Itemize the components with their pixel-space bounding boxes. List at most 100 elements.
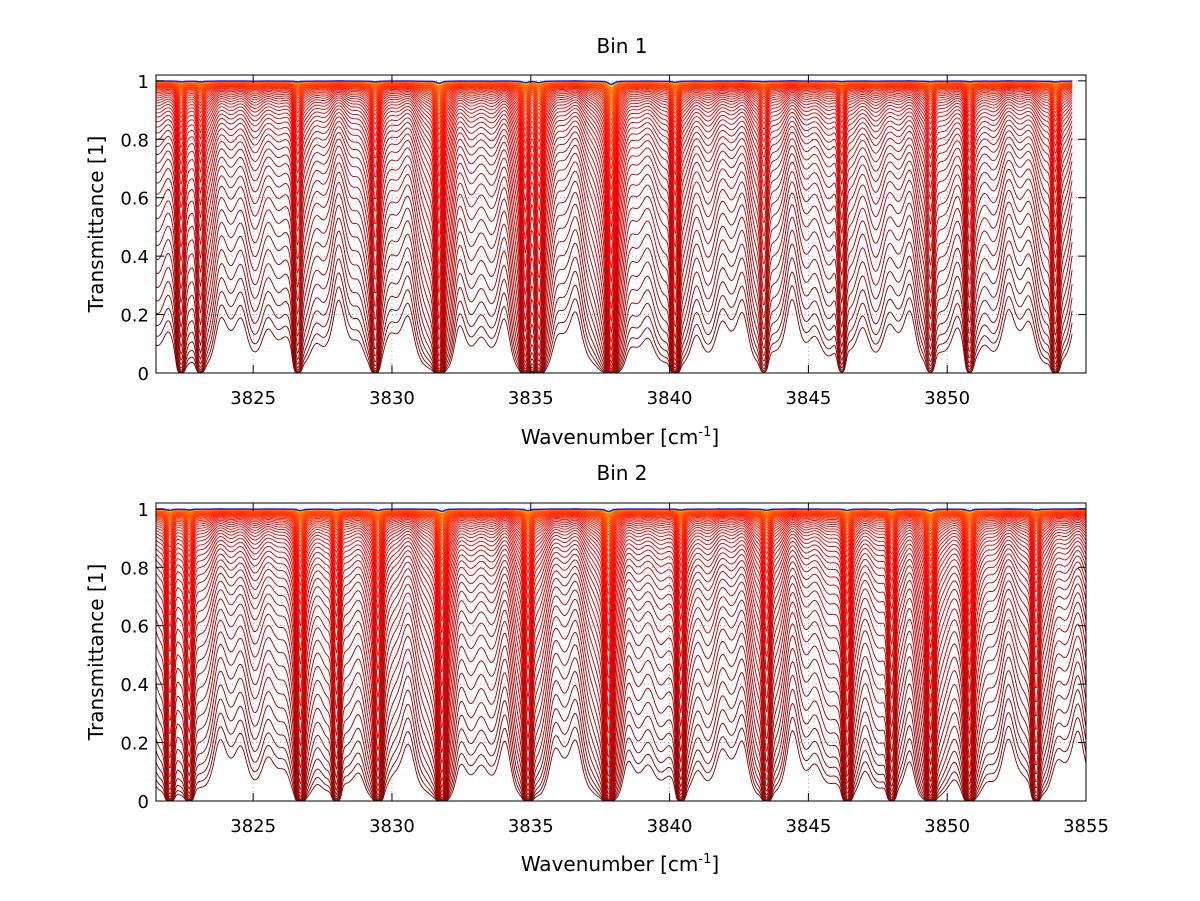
x-tick-label: 3845 (785, 388, 831, 409)
series-group (155, 80, 1073, 374)
series-line (155, 83, 1073, 133)
series-line (155, 514, 1087, 587)
series-line (156, 82, 1073, 117)
series-line (155, 91, 1073, 241)
tick-group: 3825 3830 3835 3840 3845 3850 3855 0 0.2 0.4 0.6 0.… (120, 500, 1109, 837)
y-tick-label: 1 (138, 72, 149, 93)
chart-title: Bin 2 (596, 461, 647, 485)
x-tick-label: 3840 (647, 816, 693, 837)
series-line (155, 521, 1087, 652)
series-line (155, 583, 1087, 797)
x-tick-label: 3850 (924, 816, 970, 837)
x-tick-label: 3835 (508, 816, 554, 837)
y-tick-label: 0 (138, 364, 149, 385)
series-line (155, 99, 1073, 297)
series-line (155, 518, 1087, 627)
x-tick-label: 3825 (230, 816, 276, 837)
series-line (155, 533, 1087, 722)
y-tick-label: 1 (138, 500, 149, 521)
series-line (155, 95, 1073, 269)
series-line (155, 513, 1087, 571)
series-line (155, 528, 1087, 694)
series-line (155, 575, 1087, 795)
series-line (155, 88, 1073, 202)
series-line (155, 510, 1087, 543)
series-line (155, 102, 1073, 310)
series-line (155, 561, 1087, 785)
x-tick-label: 3840 (647, 388, 693, 409)
y-tick-label: 0.2 (120, 306, 149, 327)
plot-frame (155, 502, 1087, 802)
series-line (155, 512, 1087, 564)
series-line (155, 513, 1087, 578)
series-line (156, 80, 1073, 86)
series-line (156, 82, 1073, 127)
series-line (155, 125, 1073, 364)
series-line (155, 515, 1087, 596)
series-line (155, 120, 1073, 360)
y-tick-label: 0 (138, 792, 149, 813)
y-tick-label: 0.6 (120, 189, 149, 210)
series-line (155, 510, 1087, 539)
x-axis-label: Wavenumber [cm-1] (521, 425, 719, 449)
series-line (155, 601, 1087, 801)
series-line (155, 555, 1087, 777)
y-tick-label: 0.6 (120, 617, 149, 638)
chart-bin-2: Bin 2 3825 3830 3835 3840 3845 3850 3855 0 0.2 0.… (84, 461, 1109, 876)
plot-frame (155, 74, 1087, 374)
y-tick-label: 0.8 (120, 130, 149, 151)
series-line (155, 540, 1087, 747)
series-line (155, 145, 1073, 372)
series-line (155, 161, 1073, 373)
series-line (155, 181, 1073, 374)
series-line (155, 153, 1073, 373)
series-line (155, 97, 1073, 283)
y-tick-label: 0.4 (120, 675, 149, 696)
series-line (155, 545, 1087, 759)
y-tick-label: 0.4 (120, 247, 149, 268)
series-line (155, 512, 1087, 558)
series-line (156, 84, 1073, 152)
series-line (155, 520, 1087, 640)
series-line (155, 517, 1087, 616)
series-line (155, 537, 1087, 735)
x-tick-label: 3825 (230, 388, 276, 409)
series-line (155, 108, 1073, 333)
series-line (155, 138, 1073, 370)
y-tick-label: 0.2 (120, 734, 149, 755)
series-line (155, 105, 1073, 322)
series-line (155, 516, 1087, 605)
series-line (155, 85, 1073, 161)
series-line (155, 591, 1087, 799)
series-line (156, 508, 1086, 513)
x-axis-label: Wavenumber [cm-1] (521, 852, 719, 876)
series-line (155, 192, 1073, 374)
series-line (155, 87, 1073, 191)
x-tick-label: 3850 (924, 388, 970, 409)
series-line (155, 89, 1073, 214)
series-line (155, 171, 1073, 374)
series-line (155, 85, 1073, 170)
series-line (156, 83, 1073, 139)
series-line (155, 90, 1073, 227)
series-line (155, 111, 1073, 343)
y-axis-label: Transmittance [1] (84, 136, 108, 314)
x-tick-label: 3830 (369, 816, 415, 837)
series-line (155, 86, 1073, 180)
series-line (155, 510, 1087, 536)
x-tick-label: 3855 (1063, 816, 1109, 837)
series-line (155, 611, 1087, 801)
series-line (155, 511, 1087, 553)
tick-group: 3825 3830 3835 3840 3845 3850 0 0.2 0.4 0.6 0.8 1 (120, 72, 1086, 409)
series-line (155, 116, 1073, 351)
series-line (155, 523, 1087, 666)
chart-title: Bin 1 (596, 34, 647, 58)
series-line (155, 525, 1087, 680)
series-line (155, 623, 1087, 802)
series-line (155, 511, 1087, 548)
series-line (155, 567, 1087, 790)
series-line (155, 131, 1073, 368)
chart-bin-1: Bin 1 3825 3830 3835 3840 3845 3850 0 0.2 0.4 0.6… (84, 34, 1087, 449)
series-line (155, 549, 1087, 769)
